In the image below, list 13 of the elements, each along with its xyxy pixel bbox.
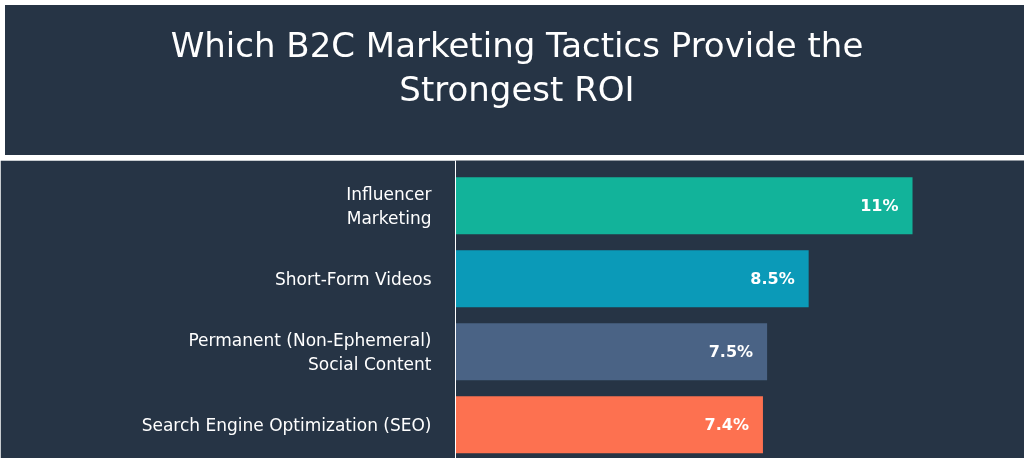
y-tick-label: Short-Form Videos	[275, 268, 432, 289]
bar	[455, 177, 913, 235]
bar	[455, 250, 809, 308]
data-label: 11%	[860, 196, 899, 216]
chart-title: Which B2C Marketing Tactics Provide the Strongest ROI	[170, 24, 864, 111]
data-label: 7.4%	[704, 415, 749, 435]
data-label: 8.5%	[750, 269, 795, 289]
y-tick-label: Permanent (Non-Ephemeral) Social Content	[188, 329, 432, 374]
bar	[455, 396, 763, 454]
bar	[455, 323, 768, 381]
data-label: 7.5%	[708, 342, 754, 362]
y-tick-label: Influencer Marketing	[346, 183, 432, 228]
y-tick-label: Search Engine Optimization (SEO)	[141, 414, 432, 435]
